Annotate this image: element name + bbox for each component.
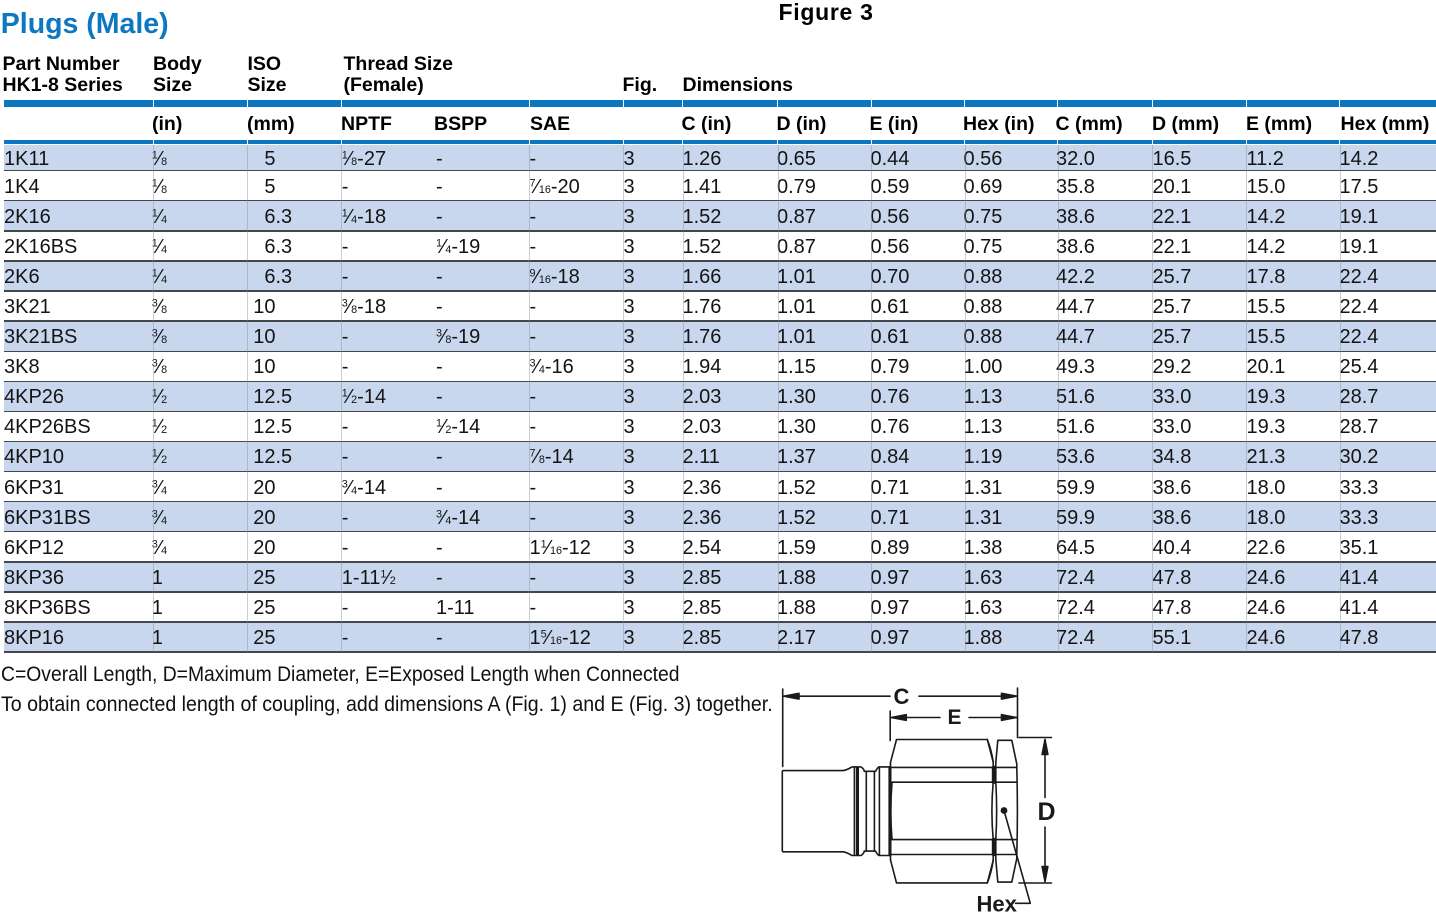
svg-text:D: D bbox=[1038, 798, 1056, 826]
svg-text:Hex: Hex bbox=[977, 892, 1018, 917]
svg-text:C: C bbox=[894, 684, 910, 709]
svg-text:E: E bbox=[948, 706, 962, 729]
